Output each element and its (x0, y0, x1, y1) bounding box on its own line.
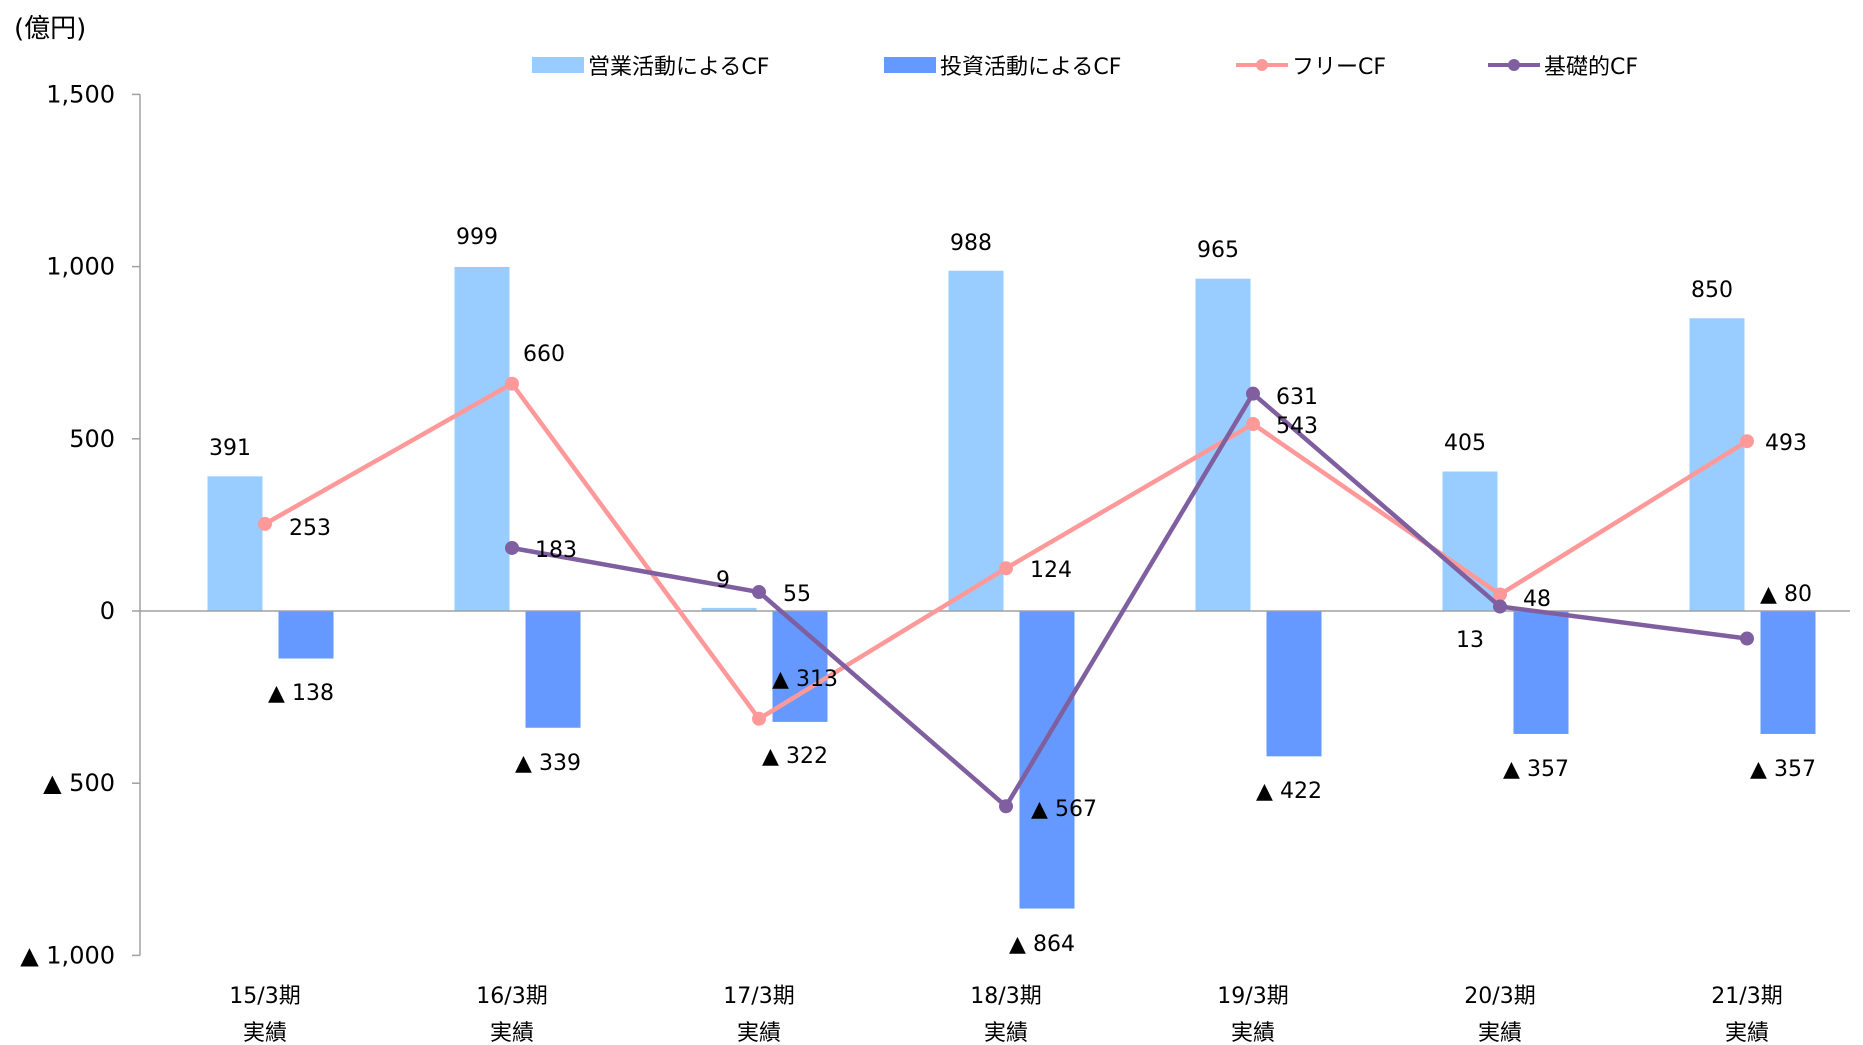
data-label-operating-cf: 965 (1197, 238, 1239, 263)
y-tick-label: 500 (69, 425, 115, 453)
legend-item-investing-cf: 投資活動によるCF (884, 48, 1121, 82)
data-label-free-cf: 48 (1523, 587, 1551, 612)
data-label-free-cf: ▲ 313 (772, 667, 838, 692)
data-label-basic-cf: 13 (1456, 628, 1484, 653)
x-tick-sublabel: 実績 (1478, 1021, 1522, 1045)
legend-item-operating-cf: 営業活動によるCF (532, 48, 769, 82)
point-free-cf (1493, 587, 1507, 602)
bar-investing-cf (278, 611, 334, 659)
x-tick-sublabel: 実績 (984, 1021, 1028, 1045)
point-free-cf (752, 711, 766, 726)
bar-operating-cf (207, 476, 263, 611)
legend-swatch-investing-cf (884, 57, 936, 73)
unit-label: (億円) (14, 14, 87, 44)
point-free-cf (1740, 434, 1754, 449)
bar-operating-cf (1689, 318, 1745, 611)
bar-investing-cf (1266, 611, 1322, 757)
data-label-free-cf: 660 (523, 342, 565, 367)
data-label-operating-cf: 391 (209, 436, 251, 461)
x-tick-sublabel: 実績 (490, 1021, 534, 1045)
bar-investing-cf (1019, 611, 1075, 909)
data-label-operating-cf: 9 (716, 568, 730, 593)
x-tick-label: 19/3期 (1217, 984, 1288, 1009)
point-free-cf (999, 561, 1013, 576)
x-tick-sublabel: 実績 (737, 1021, 781, 1045)
legend-swatch-free-cf (1236, 57, 1288, 73)
point-basic-cf (1246, 386, 1260, 401)
data-label-operating-cf: 988 (950, 231, 992, 256)
data-label-investing-cf: ▲ 322 (762, 744, 828, 769)
y-tick-label: 1,000 (46, 253, 115, 281)
data-label-investing-cf: ▲ 357 (1750, 757, 1816, 782)
x-tick-sublabel: 実績 (1725, 1021, 1769, 1045)
legend-item-free-cf: フリーCF (1236, 48, 1386, 82)
x-tick-sublabel: 実績 (1231, 1021, 1275, 1045)
bar-operating-cf (701, 607, 757, 611)
point-free-cf (258, 516, 272, 531)
bar-investing-cf (1513, 611, 1569, 734)
data-label-basic-cf: 631 (1276, 385, 1318, 410)
legend-label-operating-cf: 営業活動によるCF (588, 55, 770, 80)
point-free-cf (1246, 416, 1260, 431)
x-tick-label: 15/3期 (229, 984, 300, 1009)
data-label-operating-cf: 999 (456, 225, 498, 250)
data-label-free-cf: 124 (1030, 558, 1072, 583)
x-tick-label: 17/3期 (723, 984, 794, 1009)
legend-item-basic-cf: 基礎的CF (1488, 48, 1638, 82)
y-tick-label: ▲ 1,000 (20, 941, 115, 969)
bar-operating-cf (1442, 471, 1498, 611)
legend-swatch-operating-cf (532, 57, 584, 73)
point-basic-cf (1493, 599, 1507, 614)
x-tick-label: 16/3期 (476, 984, 547, 1009)
bar-investing-cf (525, 611, 581, 728)
bar-operating-cf (948, 270, 1004, 611)
x-tick-label: 20/3期 (1464, 984, 1535, 1009)
legend-label-investing-cf: 投資活動によるCF (940, 55, 1122, 80)
data-label-investing-cf: ▲ 357 (1503, 757, 1569, 782)
data-label-investing-cf: ▲ 422 (1256, 779, 1322, 804)
data-label-basic-cf: 183 (535, 538, 577, 563)
data-label-basic-cf: ▲ 80 (1760, 582, 1812, 607)
data-label-investing-cf: ▲ 339 (515, 751, 581, 776)
legend-label-basic-cf: 基礎的CF (1544, 55, 1639, 80)
line-basic-cf (511, 391, 1748, 809)
point-basic-cf (505, 540, 519, 555)
data-label-investing-cf: ▲ 138 (268, 681, 334, 706)
data-label-operating-cf: 850 (1691, 278, 1733, 303)
point-basic-cf (1740, 631, 1754, 646)
bar-investing-cf (1760, 611, 1816, 734)
data-label-free-cf: 493 (1765, 431, 1807, 456)
point-basic-cf (752, 585, 766, 600)
data-label-basic-cf: 55 (783, 582, 811, 607)
x-tick-label: 21/3期 (1711, 984, 1782, 1009)
data-label-operating-cf: 405 (1444, 431, 1486, 456)
x-tick-sublabel: 実績 (243, 1021, 287, 1045)
legend-swatch-basic-cf (1488, 57, 1540, 73)
data-label-basic-cf: ▲ 567 (1031, 797, 1097, 822)
point-basic-cf (999, 799, 1013, 814)
x-tick-label: 18/3期 (970, 984, 1041, 1009)
y-tick-label: 1,500 (46, 80, 115, 108)
y-tick-label: ▲ 500 (43, 769, 115, 797)
point-free-cf (505, 376, 519, 391)
data-label-investing-cf: ▲ 864 (1009, 932, 1075, 957)
bar-operating-cf (454, 266, 510, 611)
data-label-free-cf: 543 (1276, 414, 1318, 439)
legend-label-free-cf: フリーCF (1292, 55, 1387, 80)
data-label-free-cf: 253 (289, 516, 331, 541)
y-tick-label: 0 (100, 597, 115, 625)
